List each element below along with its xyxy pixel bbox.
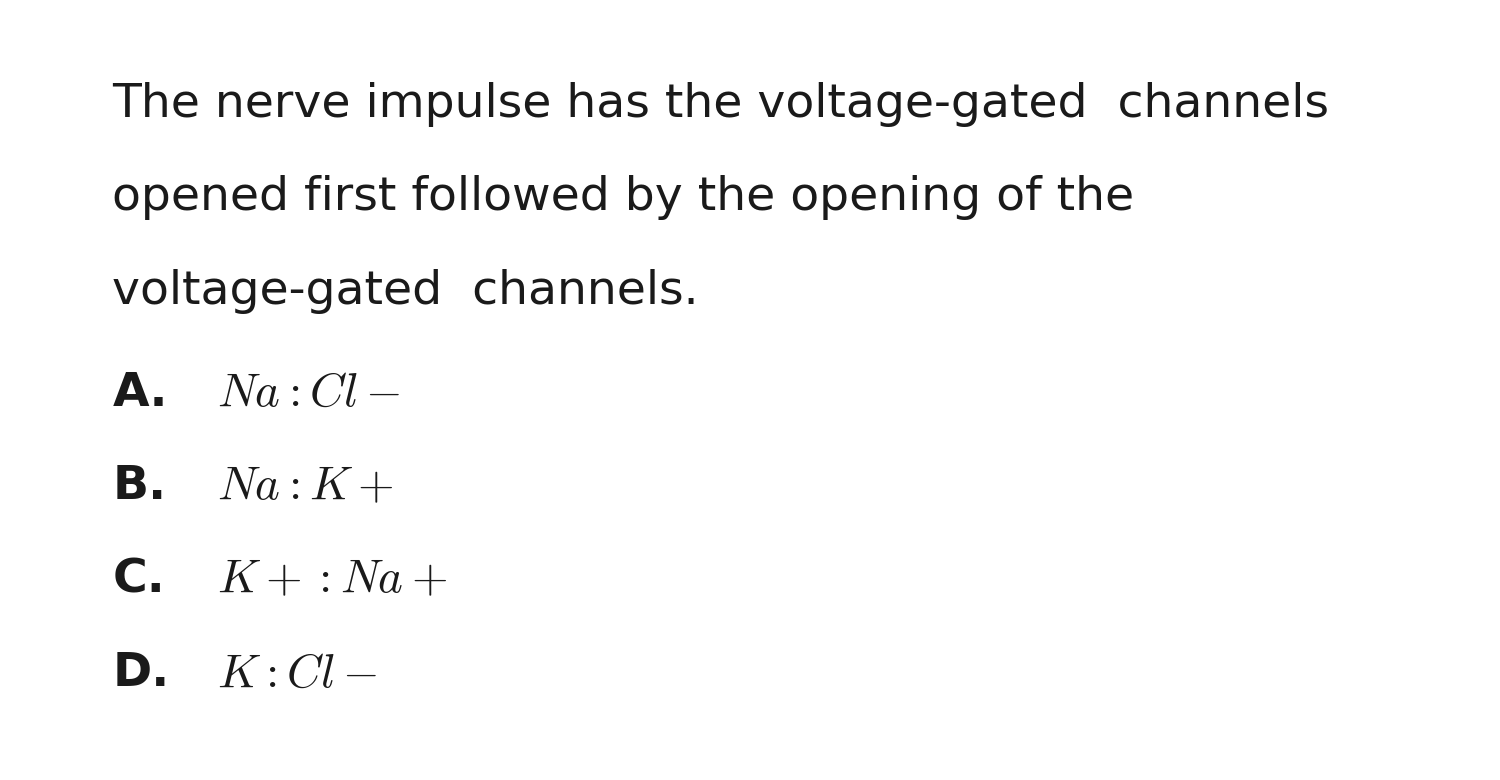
Text: $K+ : Na+$: $K+ : Na+$ [217, 558, 447, 603]
Text: $Na : Cl-$: $Na : Cl-$ [217, 370, 400, 416]
Text: The nerve impulse has the voltage-gated  channels: The nerve impulse has the voltage-gated … [112, 82, 1329, 127]
Text: $Na : K+$: $Na : K+$ [217, 464, 394, 509]
Text: A.: A. [112, 370, 168, 416]
Text: D.: D. [112, 651, 170, 697]
Text: B.: B. [112, 464, 166, 509]
Text: voltage-gated  channels.: voltage-gated channels. [112, 269, 699, 314]
Text: opened first followed by the opening of the: opened first followed by the opening of … [112, 176, 1134, 221]
Text: $K : Cl-$: $K : Cl-$ [217, 651, 378, 697]
Text: C.: C. [112, 558, 165, 603]
